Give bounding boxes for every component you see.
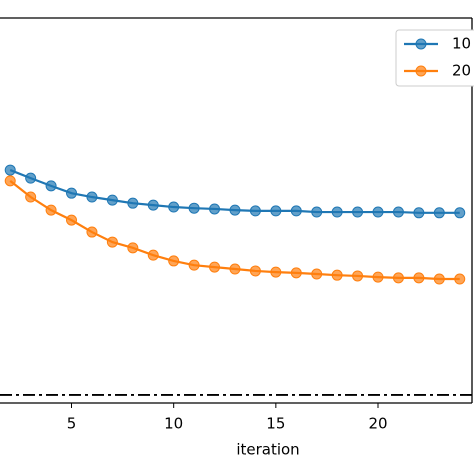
point [25, 191, 37, 203]
legend-label: 10 [452, 35, 471, 53]
point [168, 255, 180, 267]
x-axis-label: iteration [236, 441, 299, 459]
point [270, 266, 282, 278]
point [86, 191, 98, 203]
point [413, 272, 425, 284]
point [311, 206, 323, 218]
point [249, 205, 261, 217]
x-tick-label: 20 [368, 415, 387, 433]
point [86, 226, 98, 238]
point [392, 206, 404, 218]
point [290, 267, 302, 279]
point [66, 187, 78, 199]
point [290, 205, 302, 217]
x-tick-label: 10 [164, 415, 183, 433]
point [127, 197, 139, 209]
legend-label: 20 [452, 62, 471, 80]
x-tick-label: 5 [67, 415, 77, 433]
point [4, 175, 16, 187]
point [413, 207, 425, 219]
point [106, 194, 118, 206]
point [454, 207, 466, 219]
legend-marker [415, 38, 427, 50]
point [188, 202, 200, 214]
point [45, 204, 57, 216]
point [433, 273, 445, 285]
point [311, 268, 323, 280]
point [209, 261, 221, 273]
point [209, 203, 221, 215]
point [249, 265, 261, 277]
point [454, 273, 466, 285]
point [372, 206, 384, 218]
point [372, 271, 384, 283]
point [25, 172, 37, 184]
point [331, 206, 343, 218]
legend-marker [415, 65, 427, 77]
point [229, 204, 241, 216]
plot-area [0, 164, 472, 396]
point [270, 205, 282, 217]
point [147, 249, 159, 261]
point [331, 269, 343, 281]
point [106, 236, 118, 248]
point [352, 270, 364, 282]
point [392, 272, 404, 284]
point [147, 199, 159, 211]
point [66, 214, 78, 226]
x-tick-label: 15 [266, 415, 285, 433]
point [168, 201, 180, 213]
point [229, 263, 241, 275]
point [352, 206, 364, 218]
point [4, 164, 16, 176]
point [127, 242, 139, 254]
point [45, 180, 57, 192]
point [433, 207, 445, 219]
point [188, 259, 200, 271]
